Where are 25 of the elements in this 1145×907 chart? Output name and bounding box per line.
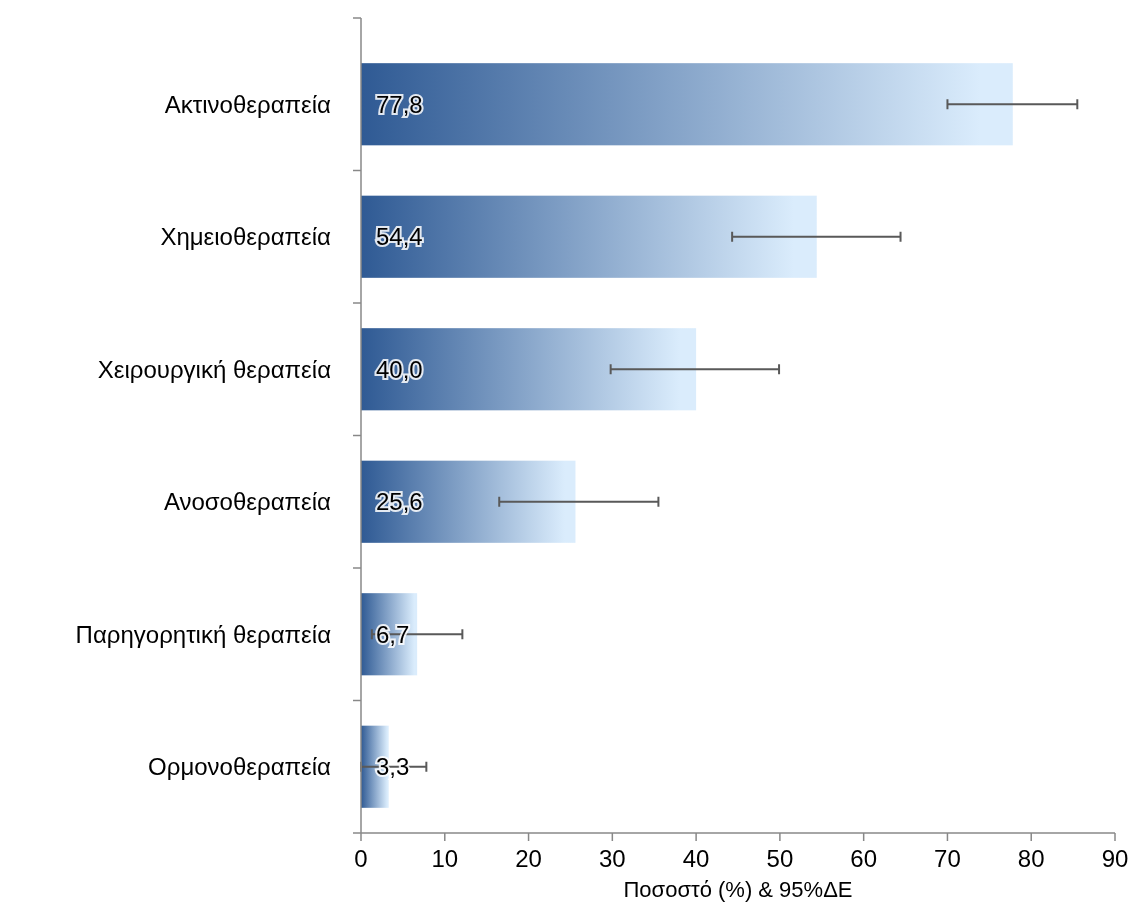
- x-tick-label: 20: [515, 845, 542, 872]
- x-axis-title: Ποσοστό (%) & 95%ΔΕ: [623, 877, 853, 902]
- y-tick-label: Παρηγορητική θεραπεία: [75, 620, 332, 648]
- y-tick-label: Ορμονοθεραπεία: [148, 753, 332, 781]
- y-tick-label: Χειρουργική θεραπεία: [97, 355, 332, 383]
- x-tick-label: 60: [850, 845, 878, 872]
- bar: [361, 328, 697, 411]
- x-tick-label: 40: [682, 845, 710, 872]
- x-tick-label: 50: [766, 845, 794, 872]
- data-label: 40,0: [376, 355, 423, 383]
- x-tick-label: 10: [431, 845, 459, 872]
- x-tick-label: 90: [1101, 845, 1129, 872]
- x-tick-label: 0: [354, 845, 368, 872]
- bar: [361, 63, 1013, 146]
- y-tick-label: Χημειοθεραπεία: [160, 223, 332, 251]
- data-label: 25,6: [376, 488, 423, 516]
- x-tick-label: 70: [934, 845, 961, 872]
- data-label: 54,4: [376, 223, 423, 251]
- data-label: 77,8: [376, 90, 423, 118]
- y-tick-label: Ακτινοθεραπεία: [164, 90, 332, 118]
- x-tick-label: 30: [598, 845, 626, 872]
- bar: [361, 460, 576, 543]
- bar: [361, 195, 817, 278]
- x-tick-label: 80: [1017, 845, 1045, 872]
- y-tick-label: Ανοσοθεραπεία: [163, 488, 332, 516]
